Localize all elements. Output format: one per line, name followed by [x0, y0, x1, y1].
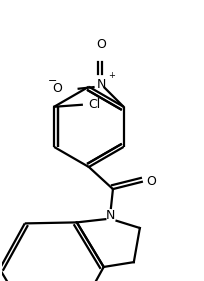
Text: Cl: Cl [88, 98, 100, 111]
Text: O: O [146, 175, 156, 188]
Text: −: − [47, 76, 57, 86]
Text: O: O [96, 38, 106, 51]
Text: +: + [107, 71, 114, 80]
Text: O: O [52, 82, 61, 95]
Text: N: N [106, 209, 115, 222]
Text: N: N [96, 78, 106, 91]
